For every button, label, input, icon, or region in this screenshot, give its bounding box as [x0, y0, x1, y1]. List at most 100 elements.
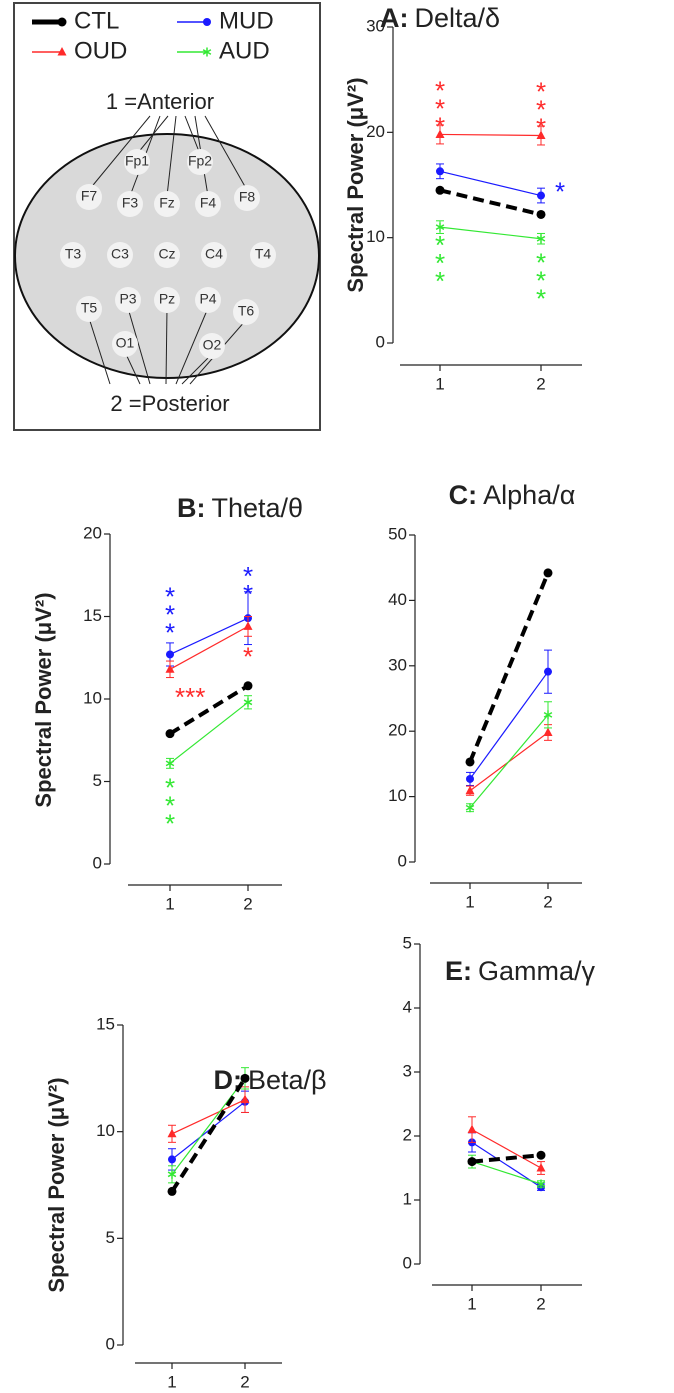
series-line — [439, 133, 542, 137]
x-tick-label: 2 — [240, 1372, 249, 1391]
electrode — [154, 242, 180, 268]
marker-dot — [168, 1155, 176, 1164]
electrode — [199, 333, 225, 359]
significance-char: * — [243, 641, 253, 671]
significance: *** — [536, 248, 546, 314]
x-tick-label: 1 — [465, 892, 474, 911]
y-tick-label: 5 — [106, 1228, 115, 1247]
series-line — [169, 625, 249, 670]
electrode-label: Fp1 — [125, 153, 149, 169]
significance-char: * — [536, 76, 546, 106]
marker-dot — [466, 774, 474, 783]
electrode — [154, 287, 180, 313]
electrode — [60, 242, 86, 268]
marker-dot — [203, 18, 211, 26]
y-tick-label: 2 — [403, 1125, 412, 1144]
marker — [240, 1094, 250, 1104]
series-line — [169, 617, 249, 655]
marker-stroke — [536, 1181, 546, 1187]
y-tick-label: 0 — [93, 853, 102, 872]
marker — [465, 757, 475, 767]
posterior-arrows — [88, 307, 247, 385]
significance: *** — [165, 772, 175, 838]
electrode-label: C4 — [205, 246, 223, 262]
marker — [465, 785, 475, 795]
electrode-label: T4 — [255, 246, 272, 262]
electrode-label: Pz — [159, 291, 175, 307]
significance: *** — [175, 682, 205, 712]
y-tick-label: 3 — [403, 1061, 412, 1080]
y-tick-label: 5 — [403, 933, 412, 952]
series-line — [439, 170, 542, 197]
marker — [536, 130, 546, 139]
electrode-label: P3 — [119, 291, 136, 307]
x-tick-label: 2 — [243, 894, 252, 913]
marker-stroke — [543, 711, 553, 718]
electrode-label: C3 — [111, 246, 129, 262]
electrode — [250, 242, 276, 268]
electrode — [107, 242, 133, 268]
marker-dot — [435, 185, 445, 195]
significance-char: * — [536, 266, 546, 296]
marker-dot — [167, 1186, 177, 1196]
marker — [536, 209, 546, 219]
significance-char: * — [165, 790, 175, 820]
y-tick-label: 0 — [398, 851, 407, 870]
panel-letter: E: — [445, 956, 472, 986]
chart-title: A: Delta/δ — [380, 3, 500, 33]
x-tick-label: 2 — [536, 374, 545, 393]
marker — [57, 17, 67, 27]
anterior-label: 1 =Anterior — [106, 89, 214, 114]
marker — [544, 667, 552, 676]
panel-letter: A: — [380, 3, 409, 33]
x-tick-label: 1 — [167, 1372, 176, 1391]
significance-char: * — [165, 599, 175, 629]
marker-triangle — [240, 1094, 250, 1104]
marker — [543, 727, 553, 737]
marker-stroke — [165, 760, 175, 767]
significance: * * — [243, 561, 253, 609]
legend-label: MUD — [219, 7, 274, 34]
marker — [203, 18, 211, 26]
marker — [543, 710, 553, 720]
series-line — [171, 1099, 246, 1135]
electrode-label: F4 — [200, 195, 217, 211]
electrode — [195, 287, 221, 313]
marker — [537, 191, 545, 200]
panel-letter: C: — [449, 480, 478, 510]
electrode-label: P4 — [199, 291, 216, 307]
electrode-label: T3 — [65, 246, 82, 262]
series-line — [439, 188, 542, 217]
significance-char: * — [536, 94, 546, 124]
electrode-label: O1 — [116, 335, 135, 351]
marker-dot — [240, 1073, 250, 1083]
marker-triangle — [536, 1163, 546, 1172]
electrode-label: O2 — [203, 337, 222, 353]
marker-stroke — [435, 224, 445, 231]
marker-triangle — [467, 1124, 477, 1134]
significance-char: * — [435, 248, 445, 278]
marker-stroke — [202, 49, 212, 55]
marker — [543, 568, 553, 578]
marker — [202, 47, 212, 57]
marker-dot — [243, 681, 253, 691]
marker-stroke — [167, 1171, 177, 1178]
electrode-label: Cz — [158, 246, 175, 262]
marker-triangle — [543, 727, 553, 737]
y-tick-label: 40 — [388, 590, 407, 609]
series-line — [169, 701, 249, 764]
series-line — [170, 1077, 247, 1193]
marker — [536, 234, 546, 244]
y-axis-label: Spectral Power (μV²) — [31, 592, 56, 807]
marker-dot — [536, 1150, 546, 1160]
marker-dot — [57, 17, 67, 27]
marker — [435, 222, 445, 232]
significance-char: * — [243, 561, 253, 591]
y-tick-label: 0 — [403, 1253, 412, 1272]
marker-dot — [544, 667, 552, 676]
series-line — [168, 684, 250, 736]
significance-char: * — [435, 75, 445, 105]
x-tick-label: 2 — [536, 1294, 545, 1313]
electrode — [195, 191, 221, 217]
